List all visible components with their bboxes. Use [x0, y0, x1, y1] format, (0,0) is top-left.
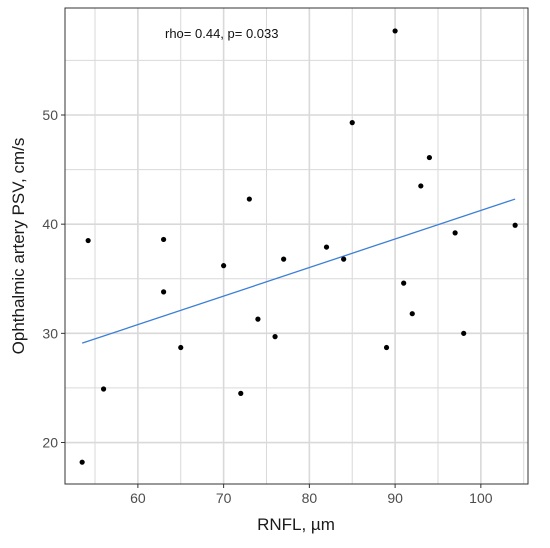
data-point — [272, 334, 278, 340]
y-axis-title: Ophthalmic artery PSV, cm/s — [9, 138, 28, 355]
data-point — [161, 289, 167, 295]
minor-gridlines — [65, 8, 528, 484]
plot-border — [64, 7, 529, 485]
data-point — [392, 28, 398, 34]
data-point — [79, 459, 85, 465]
plot-background — [65, 8, 528, 484]
x-tick-label: 70 — [216, 490, 232, 506]
x-tick-label: 60 — [130, 490, 146, 506]
data-point — [221, 263, 227, 269]
data-point — [246, 196, 252, 202]
x-axis-ticks: 60 70 80 90 100 — [130, 484, 493, 506]
data-point — [409, 311, 415, 317]
data-point — [85, 237, 91, 244]
data-point — [383, 344, 390, 351]
data-point — [418, 183, 424, 189]
x-tick-label: 90 — [387, 490, 403, 506]
data-point — [323, 244, 330, 250]
major-gridlines — [65, 8, 528, 484]
x-tick-label: 80 — [302, 490, 318, 506]
data-point — [426, 154, 432, 161]
y-tick-label: 40 — [42, 216, 58, 232]
data-point — [401, 280, 407, 286]
data-point — [512, 222, 518, 228]
y-axis-ticks: 20 30 40 50 — [42, 107, 65, 451]
data-point — [461, 330, 467, 336]
data-point — [255, 316, 261, 322]
data-point — [161, 236, 167, 243]
data-point — [178, 344, 184, 351]
x-axis-title: RNFL, µm — [257, 515, 335, 534]
data-point — [100, 386, 107, 392]
data-points — [79, 28, 518, 465]
data-point — [452, 230, 458, 236]
y-tick-label: 50 — [42, 107, 58, 123]
data-point — [349, 120, 355, 126]
correlation-annotation: rho= 0.44, p= 0.033 — [165, 26, 278, 41]
data-point — [341, 256, 347, 262]
y-tick-label: 20 — [42, 435, 58, 451]
y-tick-label: 30 — [42, 325, 58, 341]
data-point — [238, 390, 244, 396]
x-tick-label: 100 — [469, 490, 493, 506]
data-point — [281, 256, 287, 262]
regression-line — [81, 198, 516, 344]
